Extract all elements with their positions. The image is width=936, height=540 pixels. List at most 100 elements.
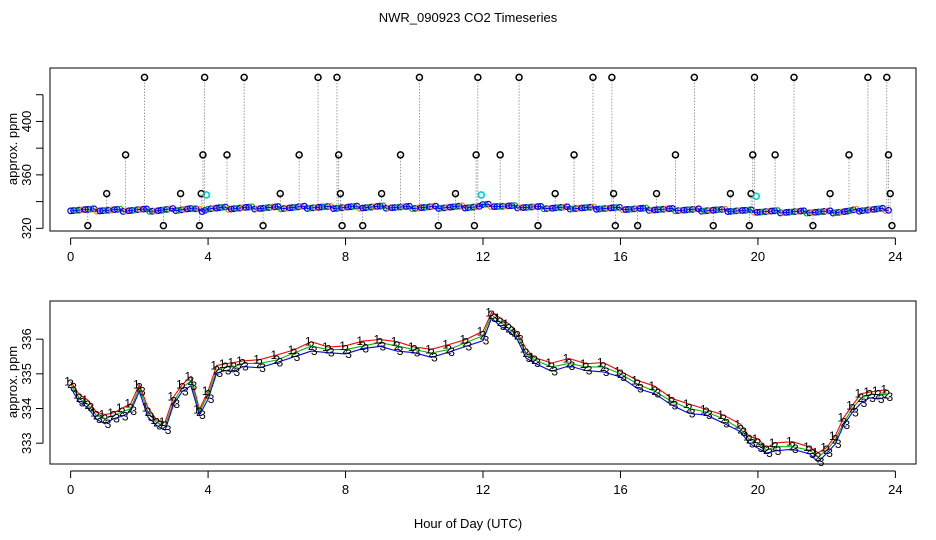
series-1-marker: 1 — [769, 436, 776, 450]
series-2-marker: 2 — [634, 377, 641, 391]
series-3-marker: 3 — [362, 342, 369, 356]
flagged-marker — [752, 192, 761, 201]
spike-marker — [496, 151, 504, 159]
series-2-marker: 2 — [866, 388, 873, 402]
top-y-tick-label: 360 — [19, 164, 34, 186]
spike-marker — [102, 189, 111, 198]
series-3-marker: 3 — [869, 391, 876, 405]
series-2-marker: 2 — [93, 408, 100, 422]
series-2-line — [70, 314, 887, 458]
spike-marker — [690, 73, 699, 82]
series-1-marker: 1 — [700, 402, 707, 416]
spike-marker — [883, 73, 891, 82]
series-1-marker: 1 — [391, 335, 398, 349]
series-2-marker: 2 — [806, 443, 813, 457]
series-2-marker: 2 — [480, 329, 487, 343]
series-2-marker: 2 — [162, 419, 169, 433]
series-1-marker: 1 — [717, 408, 724, 422]
spike-marker — [611, 221, 620, 230]
spike-marker — [790, 73, 798, 82]
series-3-marker: 3 — [517, 332, 524, 346]
bottom-y-tick-label: 335 — [19, 363, 34, 385]
series-1-marker: 1 — [202, 384, 209, 398]
chart-title: NWR_090923 CO2 Timeseries — [379, 10, 558, 25]
series-1-marker: 1 — [425, 342, 432, 356]
series-1-marker: 1 — [288, 343, 295, 357]
series-3-marker: 3 — [191, 379, 198, 393]
bottom-x-tick-label: 12 — [476, 482, 490, 497]
series-3-marker: 3 — [569, 359, 576, 373]
spike-marker — [295, 151, 303, 159]
series-3-marker: 3 — [843, 418, 850, 432]
series-2-marker: 2 — [273, 353, 280, 367]
series-3-marker: 3 — [208, 392, 215, 406]
series-2-marker: 2 — [239, 356, 246, 370]
series-1-marker: 1 — [760, 441, 767, 455]
series-3-marker: 3 — [551, 364, 558, 378]
series-2-marker: 2 — [213, 363, 220, 377]
series-1-marker: 1 — [116, 401, 123, 415]
series-1-marker: 1 — [734, 417, 741, 431]
series-3-marker: 3 — [225, 364, 232, 378]
series-1-marker: 1 — [666, 391, 673, 405]
top-x-tick-label: 8 — [342, 249, 349, 264]
series-2-marker: 2 — [789, 440, 796, 454]
spike-marker — [314, 73, 322, 82]
series-1-marker: 1 — [142, 401, 149, 415]
bottom-panel-ylabel: approx. ppm — [5, 346, 20, 418]
spike-marker — [886, 189, 894, 198]
series-2-marker: 2 — [686, 402, 693, 416]
series-3-marker: 3 — [637, 382, 644, 396]
spike-marker — [750, 73, 759, 82]
series-3-marker: 3 — [852, 405, 859, 419]
series-2-marker: 2 — [205, 388, 212, 402]
top-y-tick-label: 320 — [19, 217, 34, 239]
top-x-tick-label: 16 — [613, 249, 627, 264]
series-1-marker: 1 — [81, 393, 88, 407]
spike-marker — [745, 221, 754, 230]
series-3-marker: 3 — [835, 437, 842, 451]
series-3-marker: 3 — [431, 350, 438, 364]
spike-marker — [84, 221, 92, 230]
series-1-marker: 1 — [107, 406, 114, 420]
spike-marker — [415, 73, 424, 82]
top-x-tick-label: 20 — [751, 249, 765, 264]
series-2-marker: 2 — [548, 360, 555, 374]
series-1-marker: 1 — [614, 364, 621, 378]
spike-marker — [199, 151, 207, 159]
series-2-marker: 2 — [858, 391, 865, 405]
series-3-marker: 3 — [706, 408, 713, 422]
series-3-marker: 3 — [70, 380, 77, 394]
series-2-marker: 2 — [342, 343, 349, 357]
series-1-marker: 1 — [339, 339, 346, 353]
spike-marker — [333, 73, 341, 82]
spike-marker — [358, 221, 367, 230]
series-3-marker: 3 — [234, 365, 241, 379]
spike-marker — [589, 73, 597, 82]
series-1-marker: 1 — [442, 338, 449, 352]
series-2-marker: 2 — [231, 360, 238, 374]
series-2-marker: 2 — [462, 336, 469, 350]
bottom-panel-y-axis: 333 334 335 336 — [19, 328, 44, 454]
series-1-marker: 1 — [880, 383, 887, 397]
series-2-marker: 2 — [823, 443, 830, 457]
spike-marker — [809, 221, 817, 230]
series-1-marker: 1 — [683, 397, 690, 411]
spike-marker — [671, 151, 680, 159]
series-2-marker: 2 — [377, 336, 384, 350]
series-1-marker: 1 — [485, 305, 492, 319]
series-1-marker: 1 — [580, 357, 587, 371]
spike-marker — [434, 221, 443, 230]
series-2-marker: 2 — [394, 339, 401, 353]
top-x-tick-label: 12 — [476, 249, 490, 264]
bottom-panel-frame — [49, 300, 917, 465]
series-2-marker: 2 — [755, 436, 762, 450]
series-3-marker: 3 — [242, 360, 249, 374]
series-2-marker: 2 — [617, 367, 624, 381]
series-2-marker: 2 — [119, 405, 126, 419]
series-3-marker: 3 — [758, 441, 765, 455]
series-2-marker: 2 — [815, 450, 822, 464]
series-1-line — [70, 311, 887, 454]
bottom-panel-x-axis: 0 4 8 12 16 20 24 — [67, 470, 903, 497]
series-2-marker: 2 — [583, 360, 590, 374]
